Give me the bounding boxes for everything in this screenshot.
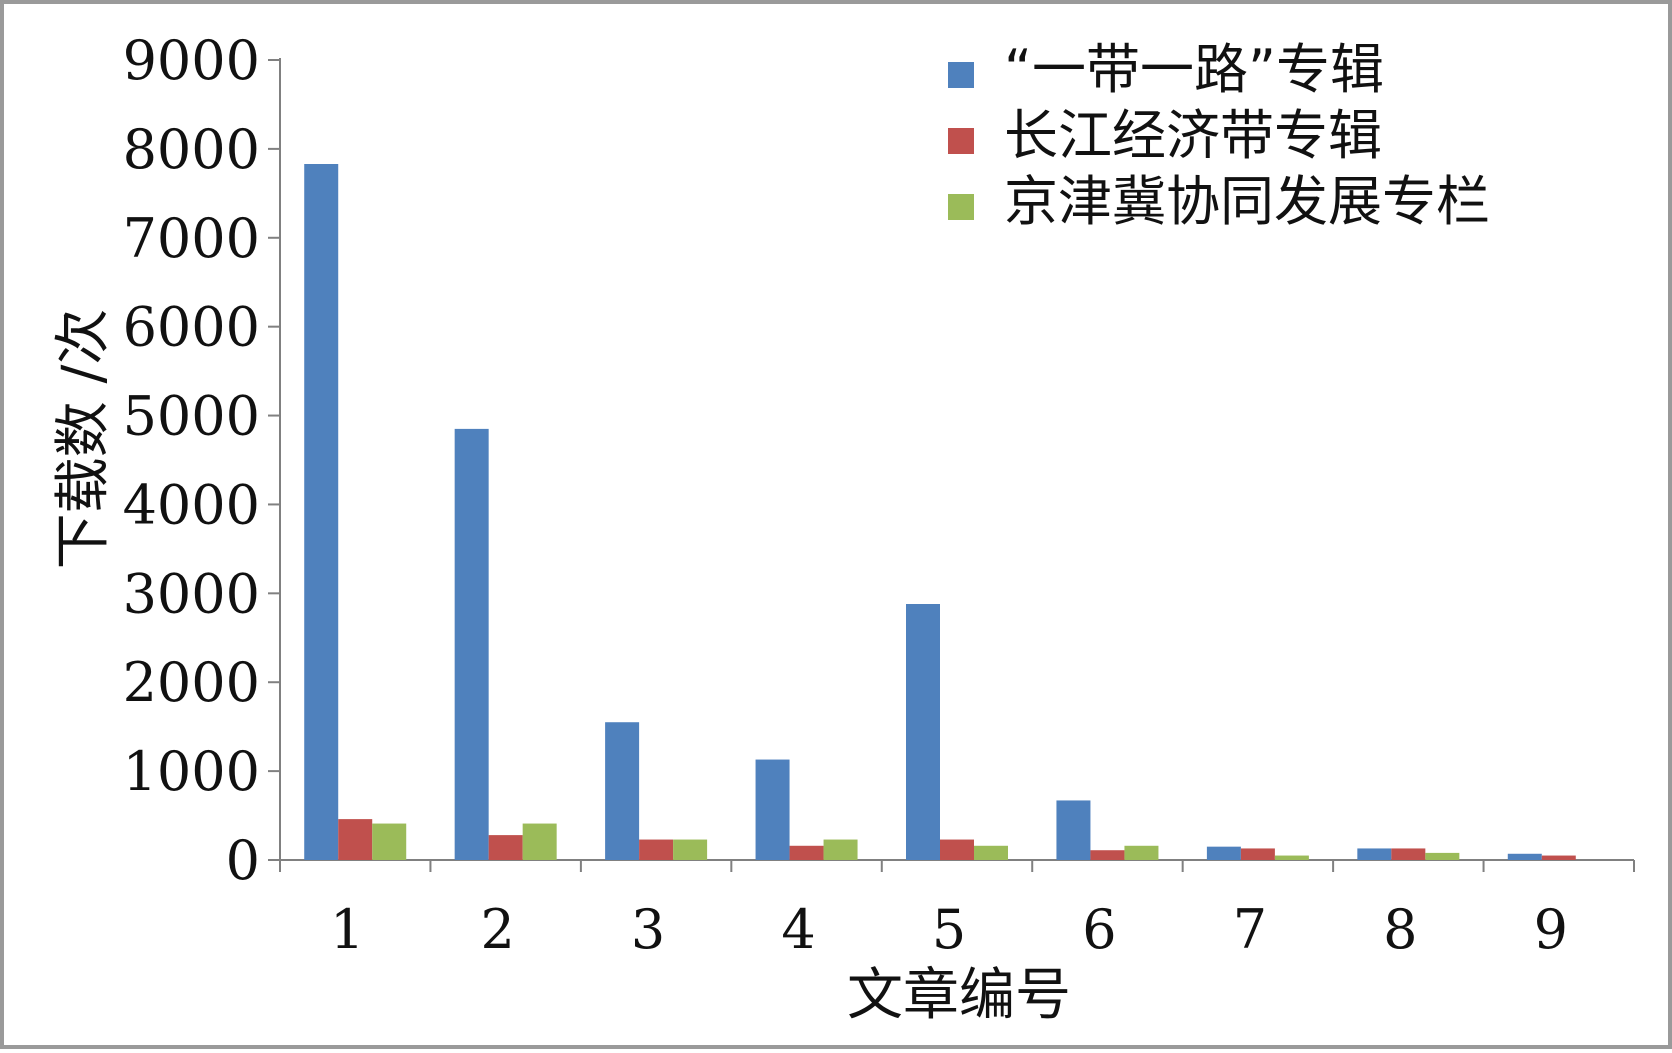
bar (1274, 855, 1309, 860)
bar (605, 722, 640, 860)
bar (1206, 846, 1241, 860)
bar (372, 823, 407, 860)
bar (488, 835, 523, 860)
x-tick-label: 5 (932, 898, 966, 961)
bar (1425, 852, 1460, 860)
x-tick-label: 8 (1383, 898, 1417, 961)
bar (974, 845, 1008, 860)
x-tick-label: 7 (1233, 898, 1267, 961)
y-tick-label: 9000 (123, 29, 260, 92)
x-tick-label: 1 (330, 898, 364, 961)
bar (454, 428, 489, 860)
y-tick-label: 1000 (123, 740, 260, 803)
bar (789, 845, 824, 860)
legend-label: 长江经济带专辑 (1004, 104, 1382, 167)
legend-swatch (948, 62, 974, 88)
y-tick-label: 7000 (123, 207, 260, 270)
legend-swatch (948, 128, 974, 154)
y-tick-label: 4000 (123, 473, 260, 536)
bar (1240, 848, 1275, 860)
x-tick-label: 9 (1534, 898, 1568, 961)
x-axis-label: 文章编号 (847, 963, 1071, 1028)
x-tick-label: 6 (1082, 898, 1116, 961)
bar (1507, 853, 1542, 860)
y-tick-labels: 0 1000 2000 3000 4000 5000 6000 7000 8000 9000 (123, 29, 260, 892)
y-axis-label: 下载数 /次 (51, 309, 116, 570)
bar (906, 604, 940, 860)
bar-chart: 0 1000 2000 3000 4000 5000 6000 7000 8000 9000 1 2… (51, 29, 1635, 1028)
bar (940, 839, 974, 860)
legend-swatch (948, 194, 974, 220)
bar (823, 839, 858, 860)
y-tick-label: 5000 (123, 385, 260, 448)
x-tick-label: 3 (631, 898, 665, 961)
bar (1090, 850, 1125, 860)
bar (1124, 845, 1159, 860)
y-tick-label: 3000 (123, 562, 260, 625)
bars (304, 164, 1576, 860)
bar (1357, 848, 1392, 860)
bar (522, 823, 557, 860)
x-tick-labels: 1 2 3 4 5 6 7 8 9 (330, 898, 1568, 961)
legend-label: “一带一路”专辑 (1004, 38, 1384, 101)
bar (755, 759, 790, 860)
bar (1391, 848, 1426, 860)
x-tick-label: 4 (781, 898, 815, 961)
bar (1056, 800, 1091, 860)
bar (673, 839, 708, 860)
bar (1541, 855, 1576, 860)
x-tick-label: 2 (480, 898, 514, 961)
bar (304, 164, 339, 860)
legend-label: 京津冀协同发展专栏 (1004, 170, 1490, 233)
y-tick-label: 8000 (123, 118, 260, 181)
y-tick-label: 2000 (123, 651, 260, 714)
bar (338, 819, 373, 860)
bar (639, 839, 674, 860)
y-tick-label: 6000 (123, 296, 260, 359)
y-tick-label: 0 (226, 829, 260, 892)
